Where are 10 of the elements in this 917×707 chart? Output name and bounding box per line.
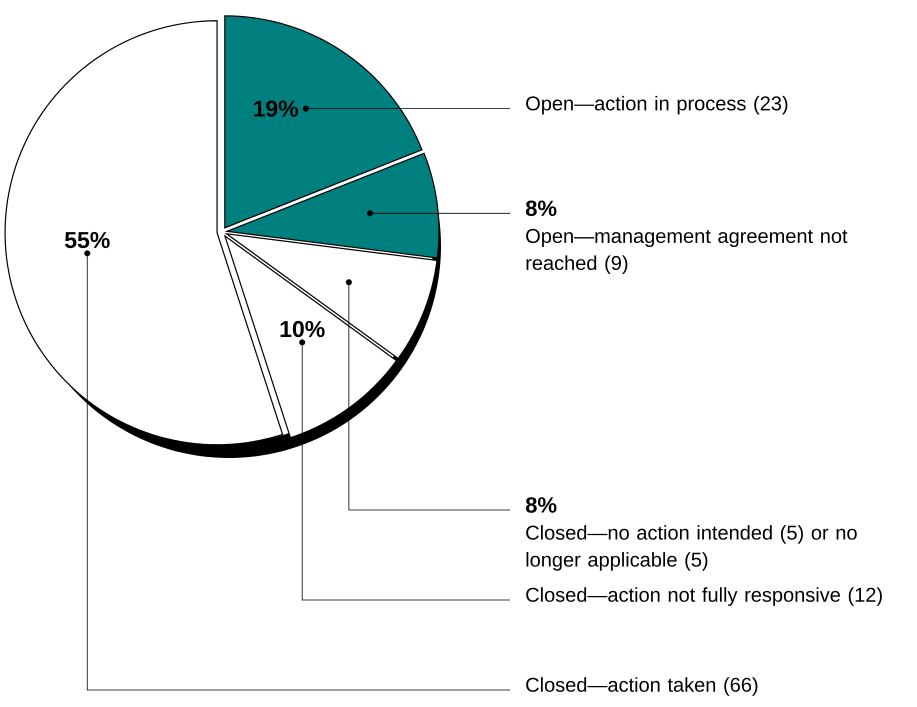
data-label: 8% (526, 200, 556, 216)
data-label: 19% (254, 100, 298, 117)
slice-label: Open—action in process (23) (526, 96, 788, 114)
slice-label: Closed—action taken (66) (526, 677, 758, 696)
data-label: 55% (64, 232, 110, 248)
data-label: 10% (280, 320, 325, 338)
slice-label: Open—management agreement not reached (9) (526, 228, 848, 274)
slice-label: Closed—no action intended (5) or no longer applicable (5) (526, 525, 857, 571)
slice-label: Closed—action not fully responsive (12) (526, 587, 882, 606)
data-label: 8% (526, 497, 556, 513)
